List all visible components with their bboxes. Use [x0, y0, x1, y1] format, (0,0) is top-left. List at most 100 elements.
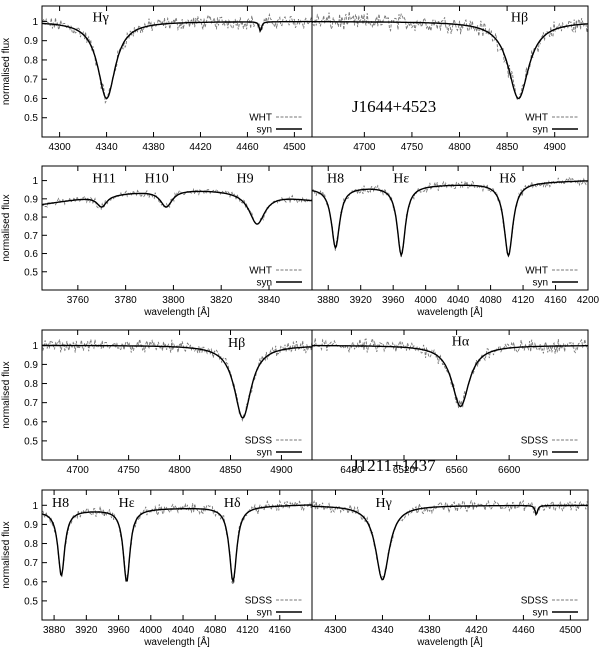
panel-8-xtick-label: 4300 [324, 625, 347, 636]
panel-5-ytick-label: 0.6 [24, 417, 38, 428]
panel-7-xtick-label: 4000 [140, 625, 163, 636]
panel-4-xtick-label: 4000 [415, 295, 438, 306]
panel-1-ytick-label: 0.6 [24, 94, 38, 105]
panel-4-xtick-label: 3960 [382, 295, 405, 306]
panel-3-plot-area [42, 187, 312, 225]
panel-3-ytick-label: 0.9 [24, 194, 38, 205]
panel-1-plot-area [42, 12, 312, 104]
panel-1-xtick-label: 4380 [142, 142, 165, 153]
panel-7-series-syn [42, 504, 312, 584]
panel-8-legend-label: syn [532, 608, 548, 619]
panel-8-series-sdss [312, 499, 588, 579]
panel-1-line-label: Hγ [93, 10, 109, 25]
panel-1-xtick-label: 4340 [95, 142, 118, 153]
panel-6-legend-label: SDSS [521, 436, 549, 447]
panel-4-xlabel: wavelength [Å] [416, 305, 483, 318]
panel-2-xtick-label: 4700 [353, 142, 376, 153]
panel-2-xtick-label: 4800 [448, 142, 471, 153]
panel-3-ytick-label: 0.6 [24, 249, 38, 260]
panel-5-series-sdss [42, 339, 312, 422]
panel-1-ylabel: normalised flux [1, 38, 12, 105]
panel-4-xtick-label: 4160 [544, 295, 567, 306]
panel-6-plot-area [312, 336, 588, 409]
panel-3-ytick-label: 0.5 [24, 267, 38, 278]
panel-4-xtick-label: 3920 [350, 295, 373, 306]
panel-3-series-syn [42, 190, 312, 225]
panel-8-xlabel: wavelength [Å] [416, 635, 483, 648]
panel-7-ytick-label: 0.7 [24, 558, 38, 569]
panel-6-xtick-label: 6560 [445, 465, 468, 476]
panel-2-xtick-label: 4850 [496, 142, 519, 153]
panel-2-frame [311, 5, 589, 138]
panel-7-xtick-label: 4040 [172, 625, 195, 636]
panel-8-xtick-label: 4420 [465, 625, 488, 636]
panel-5-ylabel: normalised flux [1, 361, 12, 428]
object-label-top: J1644+4523 [352, 97, 436, 116]
panel-5-xtick-label: 4700 [67, 465, 90, 476]
panel-7-xtick-label: 3920 [75, 625, 98, 636]
panel-1-xtick-label: 4420 [189, 142, 212, 153]
panel-1-series-wht [42, 12, 312, 104]
panel-3-ytick-label: 0.7 [24, 231, 38, 242]
panel-3-xtick-label: 3840 [258, 295, 281, 306]
panel-1-ytick-label: 0.9 [24, 36, 38, 47]
panel-4-xtick-label: 4040 [447, 295, 470, 306]
panel-4-xtick-label: 4120 [512, 295, 535, 306]
panel-8-xtick-label: 4500 [559, 625, 582, 636]
panel-4-line-label: Hδ [499, 171, 516, 186]
panel-6-legend-label: syn [532, 448, 548, 459]
panel-3-xtick-label: 3780 [115, 295, 138, 306]
panel-5-line-label: Hβ [228, 336, 245, 351]
panel-8-xtick-label: 4380 [418, 625, 441, 636]
panel-7-legend-label: syn [256, 608, 272, 619]
panel-4-frame [311, 165, 589, 291]
panel-3-line-label: H11 [92, 171, 116, 186]
panel-6-series-syn [312, 344, 588, 408]
panel-7-plot-area [42, 499, 312, 585]
panel-4-line-label: H8 [327, 171, 344, 186]
panel-7-legend-label: SDSS [245, 596, 273, 607]
panel-5-legend-label: SDSS [245, 436, 273, 447]
panel-5-ytick-label: 0.7 [24, 398, 38, 409]
panel-7-line-label: Hε [119, 496, 135, 511]
panel-2-line-label: Hβ [511, 10, 528, 25]
panel-1-legend-label: syn [256, 125, 272, 136]
panel-2-legend-label: WHT [525, 113, 548, 124]
panel-3-legend-label: syn [256, 278, 272, 289]
panel-2-series-wht [312, 11, 588, 101]
panel-7-ytick-label: 0.5 [24, 596, 38, 607]
panel-5-xtick-label: 4750 [117, 465, 140, 476]
panel-4-legend-label: WHT [525, 266, 548, 277]
panel-7-line-label: H8 [52, 496, 69, 511]
panel-4-xtick-label: 4080 [479, 295, 502, 306]
panel-3-xtick-label: 3760 [67, 295, 90, 306]
panel-4-line-label: Hε [393, 171, 409, 186]
panel-2-xtick-label: 4900 [544, 142, 567, 153]
panel-7-ytick-label: 1 [32, 501, 38, 512]
panel-7-ytick-label: 0.8 [24, 539, 38, 550]
panel-6-xtick-label: 6600 [498, 465, 521, 476]
panel-3-line-label: H9 [237, 171, 254, 186]
panel-6-xtick-label: 6480 [340, 465, 363, 476]
panel-1-xtick-label: 4500 [283, 142, 306, 153]
panel-5-ytick-label: 0.9 [24, 360, 38, 371]
panel-3-ylabel: normalised flux [1, 194, 12, 261]
panel-8-legend-label: SDSS [521, 596, 549, 607]
panel-5-ytick-label: 0.5 [24, 436, 38, 447]
panel-3-ytick-label: 0.8 [24, 213, 38, 224]
panel-1-ytick-label: 0.5 [24, 113, 38, 124]
panel-5-plot-area [42, 339, 312, 422]
panel-1-ytick-label: 0.8 [24, 55, 38, 66]
panel-1-ytick-label: 0.7 [24, 75, 38, 86]
panel-8-plot-area [312, 499, 588, 581]
panel-2-series-syn [312, 21, 588, 100]
panel-7-xtick-label: 3880 [43, 625, 66, 636]
panel-7-ytick-label: 0.6 [24, 577, 38, 588]
panel-5-ytick-label: 0.8 [24, 379, 38, 390]
panel-3-legend-label: WHT [249, 266, 272, 277]
panel-5-xtick-label: 4900 [270, 465, 293, 476]
panel-7-xtick-label: 4160 [269, 625, 292, 636]
panel-7-xtick-label: 4120 [236, 625, 259, 636]
panel-3-xtick-label: 3820 [210, 295, 233, 306]
